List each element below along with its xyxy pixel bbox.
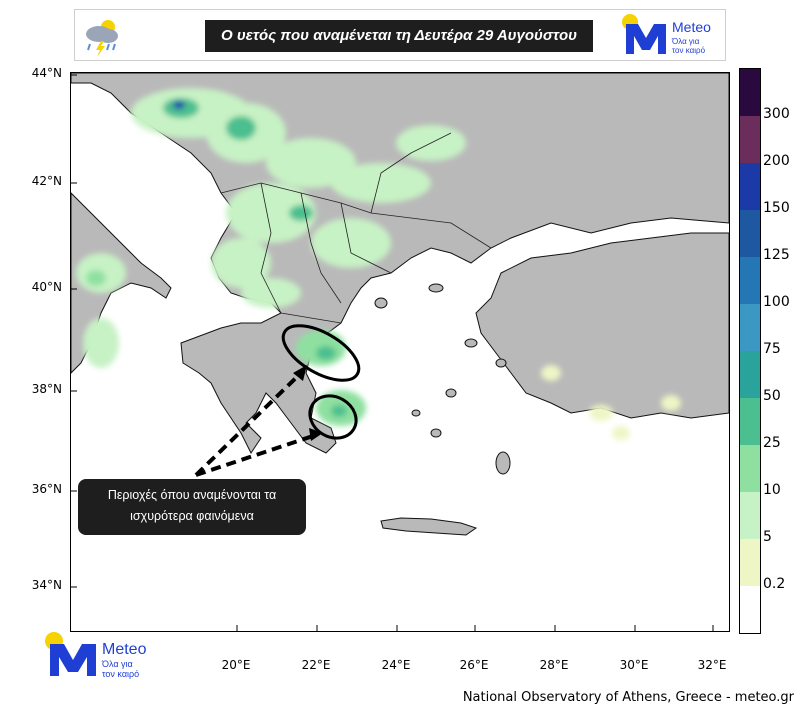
colorbar-cell [740,492,760,539]
country-borders [220,132,492,324]
svg-text:τον καιρό: τον καιρό [672,46,706,55]
colorbar-label: 75 [763,341,781,357]
lat-label-44: 44°N [31,66,62,80]
colorbar-cell [740,586,760,633]
precipitation-map [70,72,730,632]
lat-label-42: 42°N [31,174,62,188]
lat-label-34: 34°N [31,578,62,592]
colorbar-label: 25 [763,435,781,451]
axis-ticks [71,74,714,631]
lon-label-26: 26°E [459,658,489,672]
svg-text:Όλα για: Όλα για [671,37,700,46]
highlight-ellipse-south [308,394,358,440]
svg-text:Meteo: Meteo [672,19,711,35]
arrow-head-north [293,365,307,381]
colorbar-label: 5 [763,529,772,545]
lon-label-20: 20°E [221,658,251,672]
arrow-head-south [309,428,323,441]
header-banner: Ο υετός που αναμένεται τη Δευτέρα 29 Αυγ… [74,9,726,76]
lat-label-36: 36°N [31,482,62,496]
colorbar-cell [740,351,760,398]
lon-label-30: 30°E [619,658,649,672]
meteo-logo: Meteo Όλα για τον καιρό [622,14,711,55]
lat-label-38: 38°N [31,382,62,396]
colorbar-label: 150 [763,200,790,216]
precipitation-colorbar [739,68,761,634]
brand-name: Meteo [102,641,147,658]
balkans-landmass [70,72,730,454]
colorbar-label: 125 [763,247,790,263]
crete-island [380,517,478,536]
precipitation-field [76,88,681,440]
colorbar-cell [740,445,760,492]
brand-tagline-1: Όλα για [101,659,133,669]
colorbar-label: 200 [763,153,790,169]
highlight-ellipse-north [281,324,361,382]
meteo-logo-bottom: Meteo Όλα για τον καιρό [45,632,147,679]
brand-tagline-2: τον καιρό [102,669,139,679]
rain-cloud-lightning-icon [86,20,118,57]
lon-label-28: 28°E [539,658,569,672]
colorbar-cell [740,163,760,210]
lat-label-40: 40°N [31,280,62,294]
annotation-line-1: Περιοχές όπου αναμένονται τα [107,488,277,502]
lon-label-22: 22°E [301,658,331,672]
colorbar-cell [740,539,760,586]
colorbar-cell [740,257,760,304]
annotation-callout: Περιοχές όπου αναμένονται τα ισχυρότερα … [78,479,306,535]
turkey-landmass [475,232,730,419]
colorbar-cell [740,304,760,351]
lon-label-32: 32°E [697,658,727,672]
map-canvas [70,72,730,631]
colorbar-label: 50 [763,388,781,404]
colorbar-label: 100 [763,294,790,310]
lon-label-24: 24°E [381,658,411,672]
page-title: Ο υετός που αναμένεται τη Δευτέρα 29 Αυγ… [205,20,593,76]
colorbar-cell [740,116,760,163]
colorbar-label: 300 [763,106,790,122]
callout-arrows [194,371,317,477]
colorbar-cell [740,210,760,257]
annotation-line-2: ισχυρότερα φαινόμενα [130,509,254,523]
colorbar-label: 0.2 [763,576,786,592]
credit-text: National Observatory of Athens, Greece -… [462,690,794,705]
colorbar-label: 10 [763,482,781,498]
colorbar-cell [740,69,760,116]
colorbar-cell [740,398,760,445]
